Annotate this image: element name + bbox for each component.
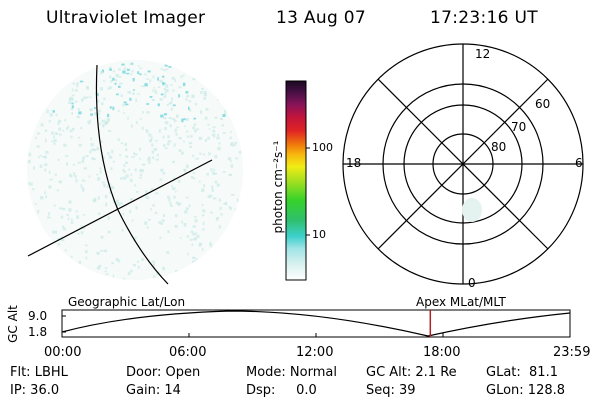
xtick-2359: 23:59 — [553, 345, 591, 360]
mlt-label-0: 0 — [468, 276, 476, 290]
mlt-label-12: 12 — [475, 47, 491, 61]
meridian-line — [95, 64, 169, 285]
uv-image-disc — [27, 60, 243, 285]
ytick-1-8: 1.8 — [28, 325, 48, 339]
altitude-curve — [61, 310, 571, 337]
xtick-0000: 00:00 — [44, 345, 82, 360]
dsp-info: Dsp: 0.0 — [246, 383, 317, 398]
colorbar-unit-label: photon cm⁻²s⁻¹ — [271, 140, 285, 234]
colorbar — [285, 80, 310, 281]
colorbar-tick-10: 10 — [312, 228, 326, 241]
filter-info: Flt: LBHL — [10, 365, 68, 380]
time-label: 17:23:16 UT — [430, 8, 538, 28]
ytick-9: 9.0 — [28, 309, 48, 323]
gc-alt-info: GC Alt: 2.1 Re — [366, 365, 457, 380]
mlt-label-18: 18 — [346, 156, 362, 170]
lat-line — [27, 159, 213, 257]
mlt-label-6: 6 — [575, 156, 583, 170]
timeline-ylabel: GC Alt — [6, 305, 20, 343]
glat-info: GLat: 81.1 — [486, 365, 558, 380]
instrument-title: Ultraviolet Imager — [46, 8, 206, 28]
lat-label-80: 80 — [491, 140, 507, 154]
door-info: Door: Open — [126, 365, 201, 380]
lat-label-70: 70 — [511, 120, 527, 134]
polar-plot — [342, 43, 584, 285]
seq-info: Seq: 39 — [366, 383, 416, 398]
timeline-left-title: Geographic Lat/Lon — [68, 295, 186, 309]
timeline-right-title: Apex MLat/MLT — [416, 295, 506, 309]
gain-info: Gain: 14 — [126, 383, 181, 398]
ip-info: IP: 36.0 — [10, 383, 60, 398]
altitude-timeline — [61, 309, 571, 338]
xtick-1200: 12:00 — [296, 345, 334, 360]
xtick-1800: 18:00 — [423, 345, 461, 360]
lat-label-60: 60 — [535, 97, 551, 111]
mode-info: Mode: Normal — [246, 365, 337, 380]
colorbar-tick-100: 100 — [312, 141, 333, 154]
glon-info: GLon: 128.8 — [486, 383, 566, 398]
date-label: 13 Aug 07 — [276, 8, 366, 28]
xtick-0600: 06:00 — [169, 345, 207, 360]
polar-emission-patch — [462, 198, 482, 222]
